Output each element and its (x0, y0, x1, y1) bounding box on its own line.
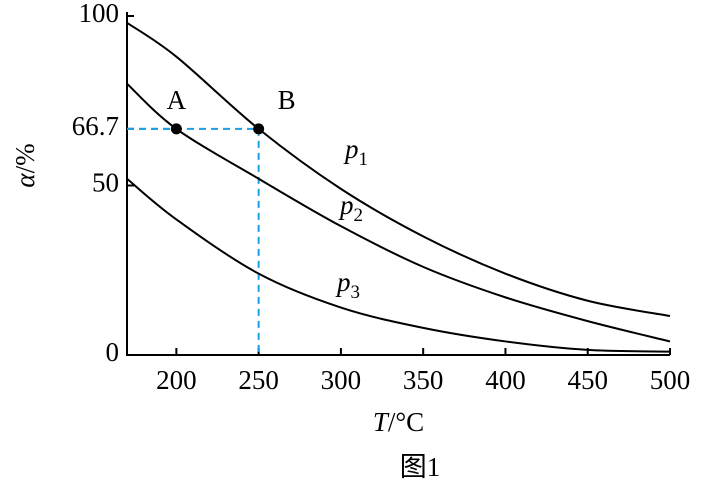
curve (126, 83, 671, 343)
y-tick-label: 66.7 (72, 111, 119, 141)
x-tick-label: 500 (650, 365, 691, 395)
curve (126, 21, 671, 317)
point-label: B (278, 85, 296, 115)
curve (126, 177, 671, 353)
point (170, 123, 182, 135)
y-tick-label: 50 (92, 168, 119, 198)
x-tick-label: 200 (156, 365, 197, 395)
y-axis-label: α/% (10, 143, 40, 187)
y-tick-label: 100 (79, 0, 120, 28)
x-tick-label: 250 (238, 365, 279, 395)
series-label: p3 (335, 267, 360, 303)
y-tick-label: 0 (106, 337, 120, 367)
caption: 图1 (400, 452, 441, 482)
series-label: p1 (343, 134, 368, 170)
point (253, 123, 265, 135)
x-tick-label: 350 (403, 365, 444, 395)
x-tick-label: 400 (485, 365, 526, 395)
x-tick-label: 450 (567, 365, 608, 395)
point-label: A (167, 85, 187, 115)
series-label: p2 (338, 190, 363, 226)
x-tick-label: 300 (321, 365, 362, 395)
x-axis-label: T/°C (373, 407, 424, 437)
